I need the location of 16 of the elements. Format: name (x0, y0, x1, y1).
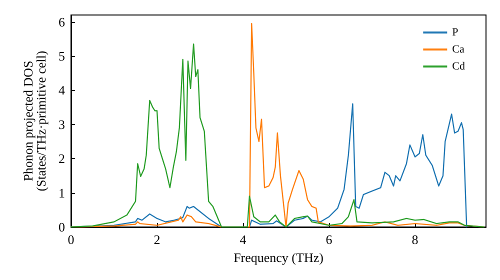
legend-label: Ca (452, 44, 464, 56)
x-tick-label: 2 (154, 232, 160, 247)
y-tick-label: 0 (58, 220, 65, 234)
y-tick-label: 2 (58, 151, 65, 166)
legend-label: Cd (452, 60, 466, 72)
legend-label: P (452, 26, 458, 38)
y-tick-label: 4 (58, 82, 66, 98)
y-tick-label: 6 (58, 14, 66, 30)
y-tick-label: 3 (58, 116, 65, 132)
y-tick-label: 5 (58, 48, 65, 64)
y-axis-title: Phonon projected DOS (States/THz·primitive cell) (20, 50, 49, 192)
x-tick-label: 4 (240, 232, 247, 247)
x-tick-label: 8 (412, 232, 418, 247)
x-axis-title: Frequency (THz) (234, 250, 324, 265)
x-tick-label: 6 (326, 232, 333, 247)
y-tick-label: 1 (58, 185, 65, 200)
